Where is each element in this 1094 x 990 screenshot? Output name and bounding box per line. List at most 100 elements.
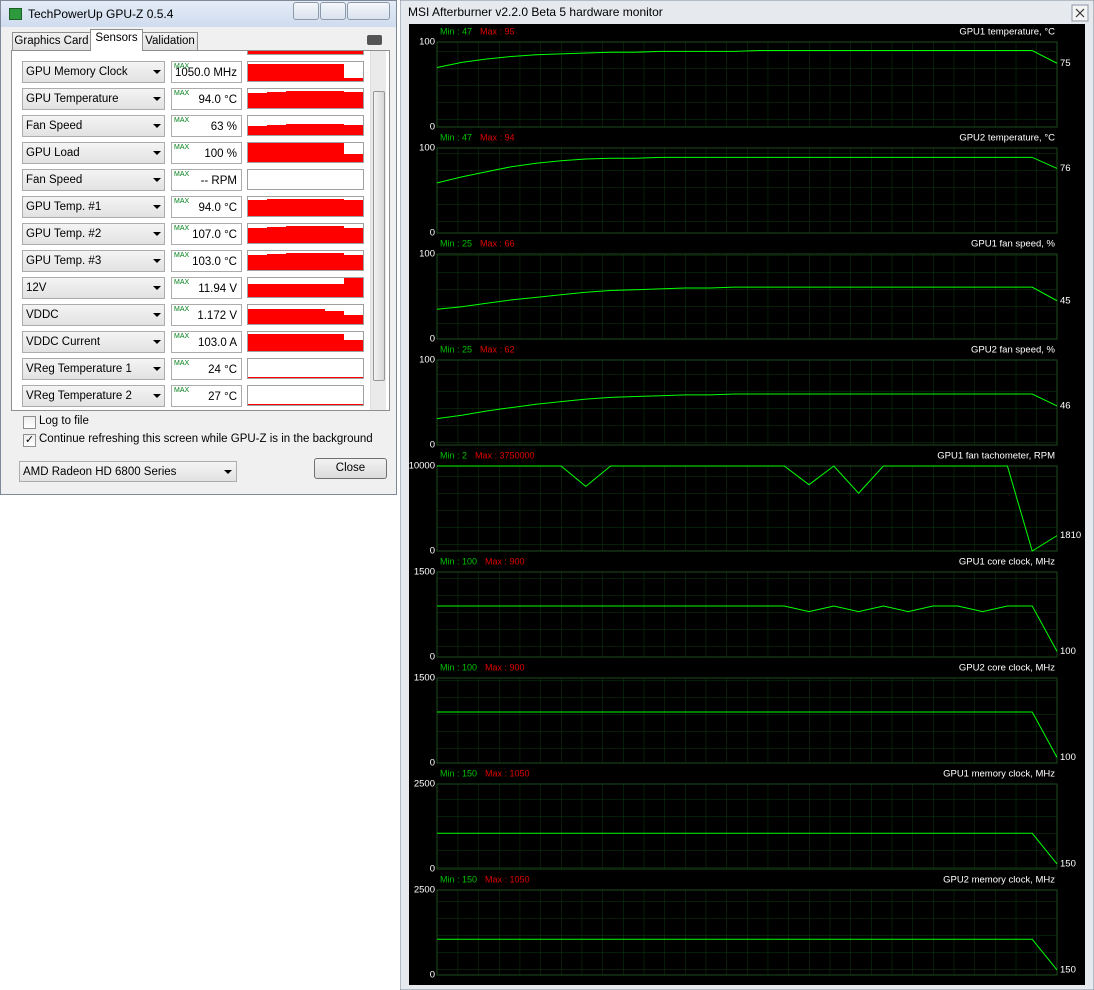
history-bar [267, 308, 287, 324]
sensor-name-dropdown[interactable]: GPU Temp. #2 [22, 223, 165, 245]
sensor-graph [247, 196, 364, 217]
sensor-value: 1050.0 MHz [174, 67, 237, 79]
checkbox[interactable] [23, 416, 36, 429]
history-bar [343, 154, 363, 162]
sensor-name: VDDC [26, 309, 59, 321]
close-button[interactable]: Close [314, 458, 387, 479]
sensor-name-dropdown[interactable]: VReg Temperature 1 [22, 358, 165, 380]
history-bar [324, 333, 345, 351]
sensor-value-box: MAX 63 % [171, 115, 242, 137]
max-label: Max : 1050 [485, 874, 530, 884]
panel-title: GPU1 fan tachometer, RPM [937, 451, 1055, 462]
title-bar: TechPowerUp GPU-Z 0.5.4 [1, 1, 396, 27]
graph-grid [436, 783, 1058, 870]
y-max-label: 100 [419, 143, 435, 154]
sensor-name-dropdown[interactable]: VReg Temperature 2 [22, 385, 165, 407]
sensor-name-dropdown[interactable]: 12V [22, 277, 165, 299]
gpu-dropdown-text: AMD Radeon HD 6800 Series [23, 466, 177, 478]
max-label: Max : 900 [485, 556, 525, 566]
graph-grid [436, 253, 1058, 340]
sensor-name-dropdown[interactable]: GPU Temp. #3 [22, 250, 165, 272]
window-title: TechPowerUp GPU-Z 0.5.4 [28, 7, 174, 21]
history-bar [324, 143, 345, 162]
close-window-button[interactable] [347, 2, 390, 20]
dropdown-arrow [153, 205, 161, 209]
sensor-name-dropdown[interactable]: GPU Load [22, 142, 165, 164]
sensor-value: 11.94 V [198, 283, 237, 295]
data-line [437, 938, 1058, 971]
history-bar [343, 124, 363, 135]
tab[interactable]: Graphics Card [12, 32, 91, 50]
max-label: MAX [174, 63, 190, 70]
history-bar [286, 143, 306, 162]
history-bar [286, 404, 306, 405]
data-line [437, 465, 1058, 552]
max-label: Max : 62 [480, 344, 515, 354]
history-bar [343, 278, 363, 297]
dropdown-arrow [153, 151, 161, 155]
panel-title: GPU2 temperature, °C [959, 133, 1055, 144]
minimize-button[interactable] [293, 2, 319, 20]
sensor-name: Fan Speed [26, 120, 83, 132]
sensor-name-dropdown[interactable]: VDDC Current [22, 331, 165, 353]
max-label: MAX [174, 90, 190, 97]
sensor-name: GPU Memory Clock [26, 66, 128, 78]
current-value: 100 [1060, 646, 1076, 657]
max-label: MAX [174, 306, 190, 313]
graph-grid [436, 41, 1058, 128]
dropdown-arrow [153, 259, 161, 263]
tab[interactable]: Validation [142, 32, 198, 50]
sensor-graph [247, 169, 364, 190]
history-bar [267, 124, 287, 135]
sensor-name-dropdown[interactable]: GPU Temperature [22, 88, 165, 110]
sensor-value: 107.0 °C [192, 229, 237, 241]
data-line [436, 156, 1058, 184]
history-bar [267, 199, 287, 216]
y-max-label: 1500 [414, 567, 435, 578]
y-max-label: 100 [419, 37, 435, 48]
sensor-value-box: MAX 103.0 °C [171, 250, 242, 272]
history-bar [305, 404, 326, 405]
history-bar [343, 227, 363, 243]
maximize-button[interactable] [320, 2, 346, 20]
dropdown-arrow [153, 178, 161, 182]
history-bar [343, 339, 363, 351]
gpu-dropdown[interactable]: AMD Radeon HD 6800 Series [19, 461, 237, 482]
sensor-value: 103.0 A [197, 337, 237, 349]
current-value: 1810 [1060, 530, 1081, 541]
max-label: Max : 94 [480, 132, 515, 142]
sensor-name-dropdown[interactable]: Fan Speed [22, 169, 165, 191]
history-bar [305, 123, 326, 135]
sensor-value-box: MAX 103.0 A [171, 331, 242, 353]
sensor-value-box: MAX -- RPM [171, 169, 242, 191]
dropdown-arrow [153, 394, 161, 398]
sensor-name-dropdown[interactable]: GPU Memory Clock [22, 61, 165, 83]
sensor-value: 103.0 °C [192, 256, 237, 268]
sensor-name: 12V [26, 282, 47, 294]
sensor-name: GPU Temp. #2 [26, 228, 102, 240]
dropdown-arrow [153, 367, 161, 371]
sensor-name-dropdown[interactable]: Fan Speed [22, 115, 165, 137]
graph-grid [436, 571, 1058, 658]
camera-icon[interactable] [367, 35, 382, 45]
sensor-name-dropdown[interactable]: GPU Temp. #1 [22, 196, 165, 218]
history-bar [248, 404, 268, 405]
y-min-label: 0 [430, 652, 435, 663]
scrollbar[interactable] [370, 51, 386, 410]
history-bar [324, 253, 345, 270]
data-line [437, 711, 1058, 758]
checkbox-label: Continue refreshing this screen while GP… [39, 433, 373, 445]
history-bar [324, 198, 345, 216]
checkbox-checked[interactable]: ✓ [23, 434, 36, 447]
panel-title: GPU1 temperature, °C [959, 27, 1055, 38]
max-label: Max : 3750000 [475, 450, 535, 460]
sensor-name-dropdown[interactable]: VDDC [22, 304, 165, 326]
scroll-thumb[interactable] [373, 91, 385, 381]
tab-selected[interactable]: Sensors [90, 29, 143, 51]
history-bar [305, 91, 326, 108]
sensor-value: -- RPM [200, 175, 237, 187]
y-min-label: 0 [430, 228, 435, 239]
history-bar [248, 254, 268, 270]
history-bar [286, 198, 306, 216]
history-bar [248, 63, 268, 81]
